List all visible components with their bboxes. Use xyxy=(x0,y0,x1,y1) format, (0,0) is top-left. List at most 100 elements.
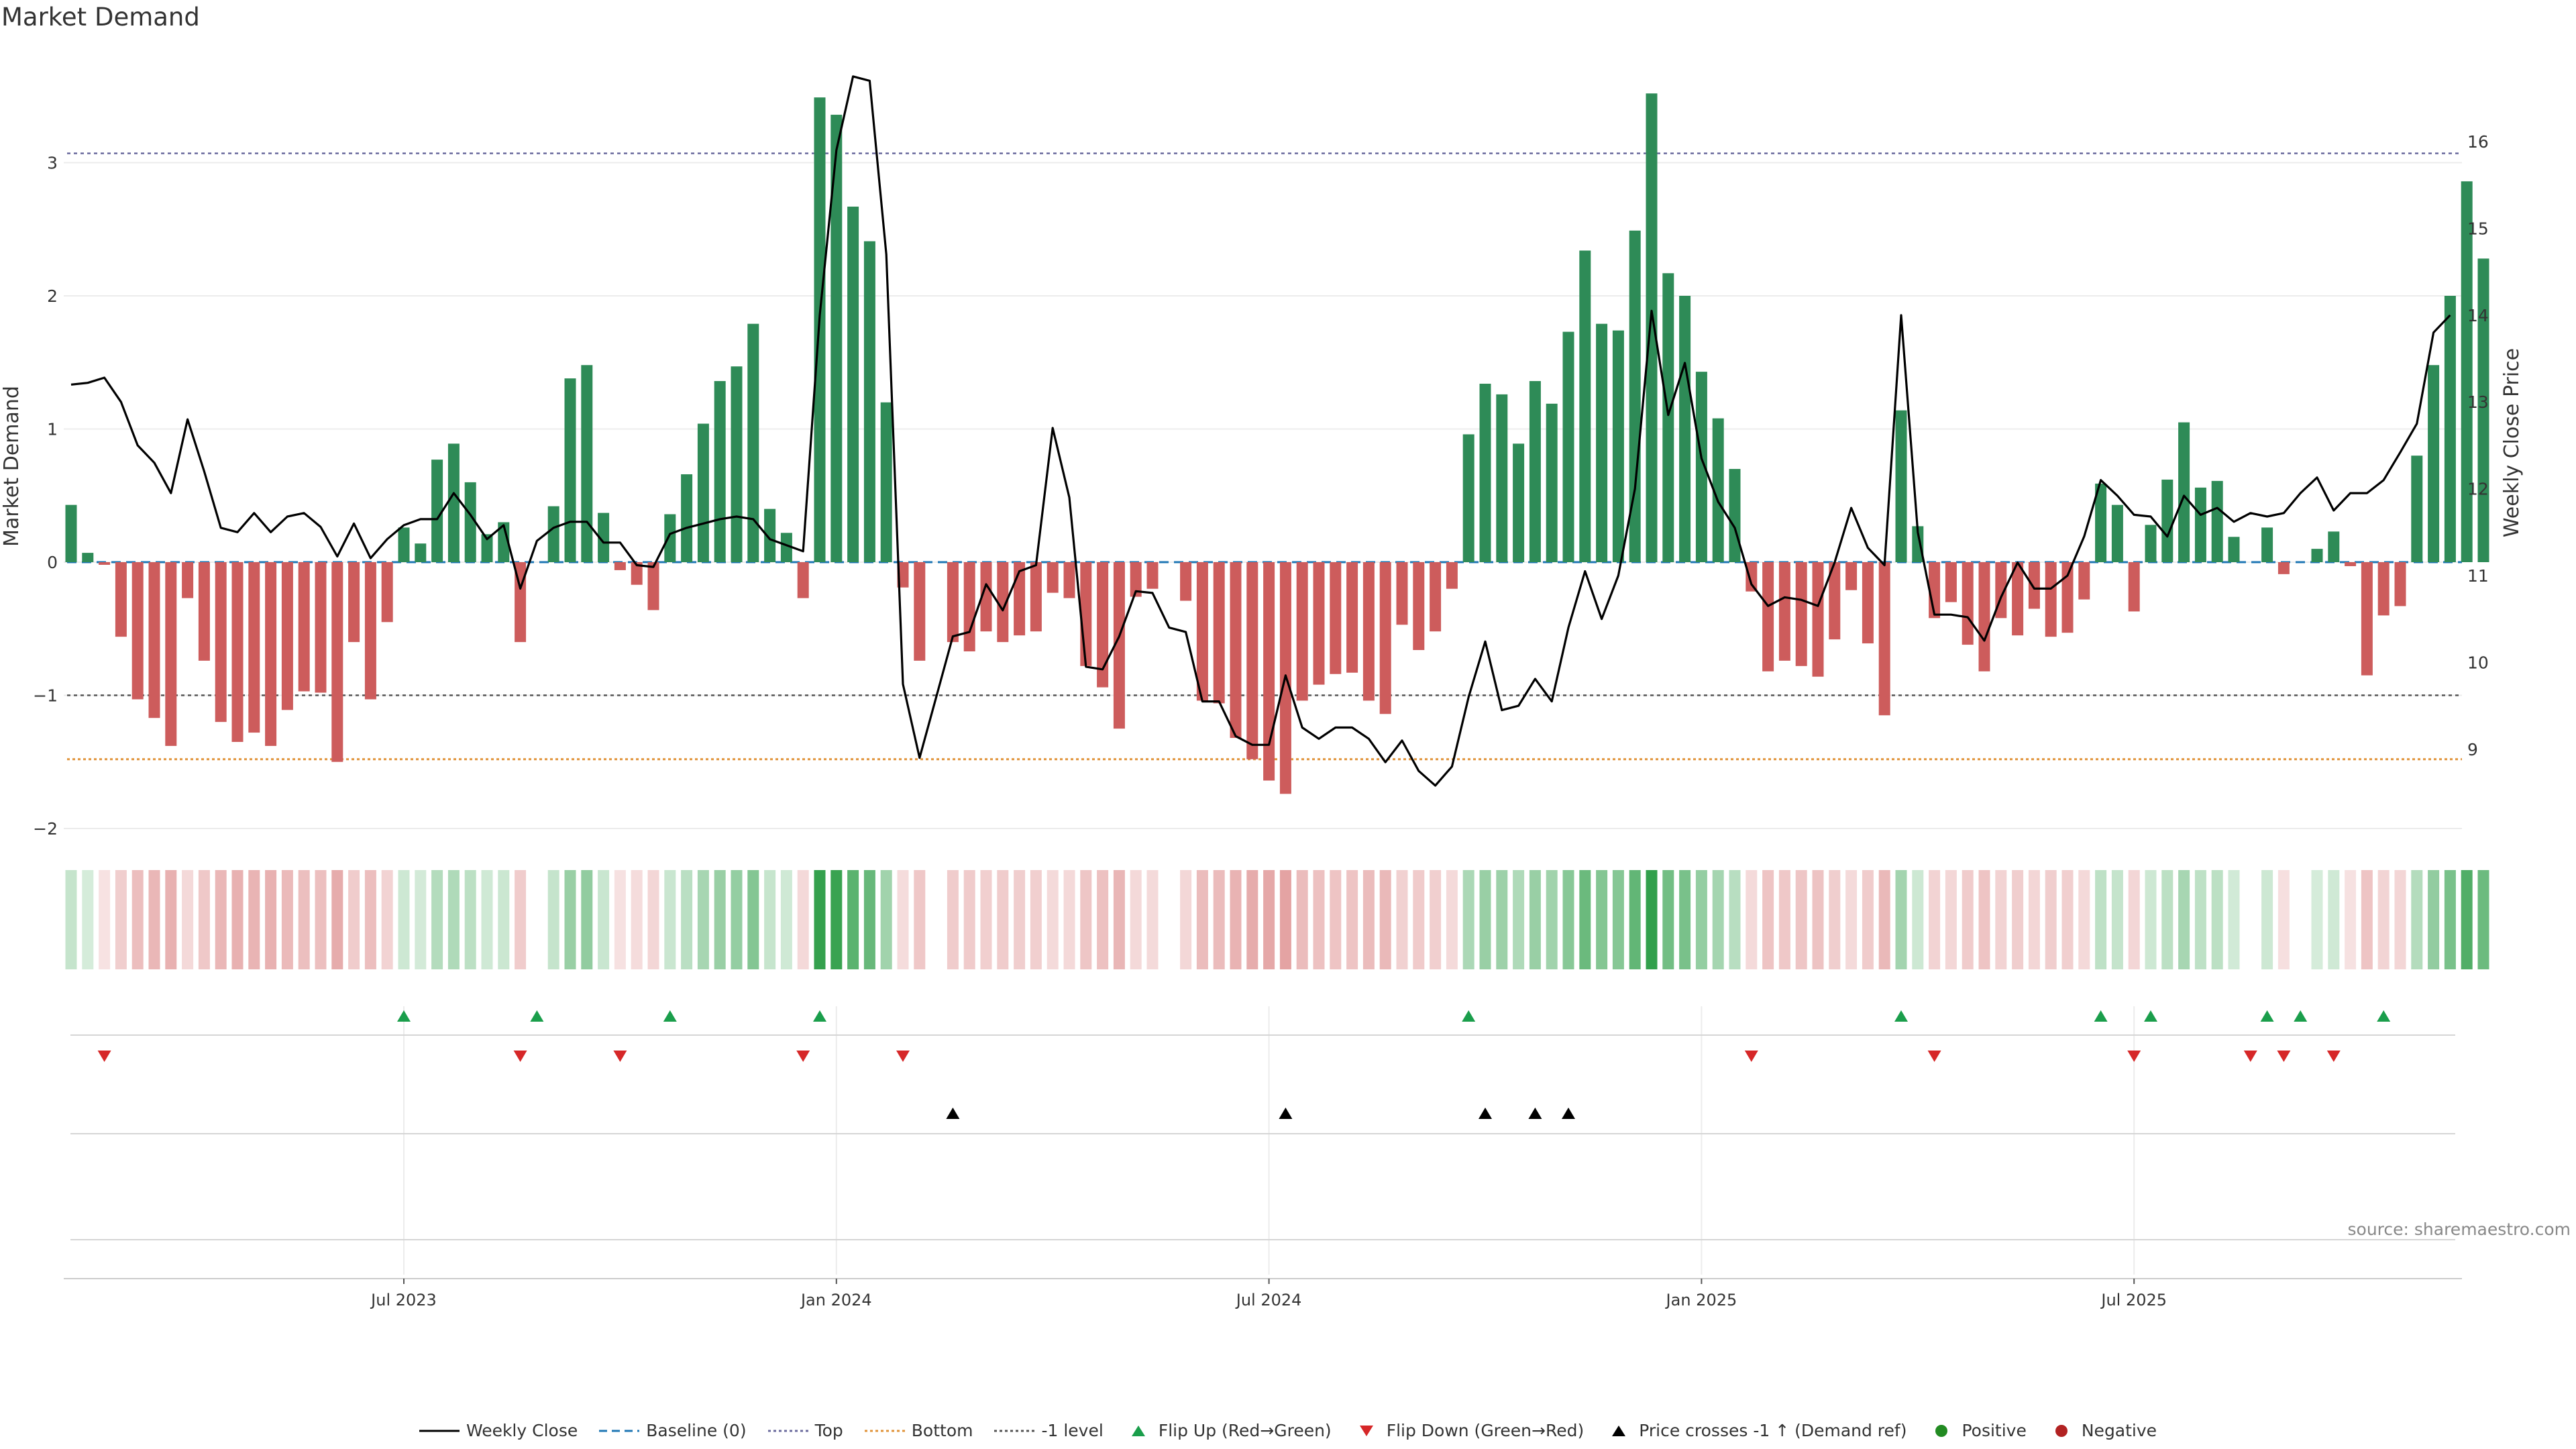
strip-cell xyxy=(631,870,643,969)
x-tick-label: Jul 2024 xyxy=(1235,1291,1302,1309)
strip-cell xyxy=(1396,870,1408,969)
right-tick-label: 13 xyxy=(2467,392,2489,412)
legend-label: Bottom xyxy=(911,1421,973,1440)
legend-symbol xyxy=(419,1430,460,1432)
demand-bar xyxy=(1396,562,1408,625)
flip-up-marker xyxy=(2094,1010,2108,1022)
demand-bar xyxy=(2228,537,2240,562)
strip-cell xyxy=(1496,870,1508,969)
strip-cell xyxy=(1196,870,1208,969)
flip-up-marker xyxy=(397,1010,411,1022)
strip-cell xyxy=(381,870,393,969)
strip-cell xyxy=(830,870,843,969)
strip-cell xyxy=(2128,870,2140,969)
demand-bar xyxy=(364,562,376,700)
demand-bar xyxy=(381,562,393,623)
demand-bar xyxy=(647,562,659,610)
legend-symbol xyxy=(1131,1425,1145,1436)
strip-cell xyxy=(1546,870,1558,969)
strip-cell xyxy=(65,870,77,969)
legend-item: Bottom xyxy=(864,1421,973,1440)
strip-cell xyxy=(1929,870,1941,969)
legend-item: Flip Down (Green→Red) xyxy=(1353,1421,1584,1440)
strip-cell xyxy=(364,870,376,969)
strip-cell xyxy=(1014,870,1026,969)
demand-bar xyxy=(298,562,310,692)
strip-cell xyxy=(348,870,360,969)
strip-cell xyxy=(1845,870,1858,969)
demand-bar xyxy=(1695,372,1707,562)
strip-cell xyxy=(1330,870,1342,969)
demand-bar xyxy=(747,323,759,562)
legend-label: Baseline (0) xyxy=(646,1421,747,1440)
legend-label: Top xyxy=(814,1421,843,1440)
demand-bar xyxy=(2045,562,2057,637)
flip-down-marker xyxy=(2326,1051,2341,1062)
strip-cell xyxy=(1097,870,1109,969)
demand-bar xyxy=(1562,331,1574,562)
flip-down-marker xyxy=(613,1051,627,1062)
strip-cell xyxy=(1829,870,1841,969)
strip-cell xyxy=(731,870,743,969)
strip-cell xyxy=(1113,870,1125,969)
price-cross-marker xyxy=(1528,1108,1542,1119)
demand-bar xyxy=(2028,562,2040,609)
strip-cell xyxy=(1030,870,1042,969)
demand-bar xyxy=(1513,443,1525,562)
strip-cell xyxy=(2045,870,2057,969)
legend-item: Top xyxy=(767,1421,843,1440)
demand-bar xyxy=(2461,181,2473,562)
strip-cell xyxy=(2261,870,2273,969)
strip-cell xyxy=(1629,870,1641,969)
strip-cell xyxy=(2111,870,2123,969)
demand-bar xyxy=(830,115,843,563)
strip-cell xyxy=(2377,870,2390,969)
strip-cell xyxy=(1046,870,1059,969)
demand-bar xyxy=(481,534,493,562)
demand-bar xyxy=(1812,562,1824,677)
demand-bar xyxy=(2012,562,2024,636)
flip-down-marker xyxy=(896,1051,910,1062)
flip-up-marker xyxy=(813,1010,826,1022)
demand-bar xyxy=(564,378,576,562)
strip-cell xyxy=(1579,870,1591,969)
strip-cell xyxy=(131,870,144,969)
strip-cell xyxy=(880,870,892,969)
strip-cell xyxy=(2178,870,2190,969)
legend-label: Flip Up (Red→Green) xyxy=(1158,1421,1332,1440)
strip-cell xyxy=(2411,870,2423,969)
demand-bar xyxy=(182,562,194,598)
demand-bar xyxy=(1662,273,1674,562)
flip-down-marker xyxy=(2277,1051,2291,1062)
strip-cell xyxy=(331,870,343,969)
demand-bar xyxy=(2428,365,2440,562)
demand-bar xyxy=(248,562,260,733)
demand-bar xyxy=(1296,562,1308,701)
strip-cell xyxy=(265,870,277,969)
demand-bar xyxy=(1746,562,1758,592)
strip-cell xyxy=(2477,870,2489,969)
price-cross-marker xyxy=(1279,1108,1293,1119)
demand-bar xyxy=(797,562,809,598)
flip-down-marker xyxy=(2127,1051,2141,1062)
left-tick-label: −1 xyxy=(33,686,58,706)
strip-cell xyxy=(1662,870,1674,969)
demand-bar xyxy=(2178,422,2190,562)
strip-cell xyxy=(1962,870,1974,969)
strip-cell xyxy=(2028,870,2040,969)
demand-bar xyxy=(897,562,909,588)
demand-bar xyxy=(2161,479,2174,562)
strip-cell xyxy=(2444,870,2456,969)
demand-bar xyxy=(1446,562,1458,589)
demand-bar xyxy=(1046,562,1059,593)
strip-cell xyxy=(564,870,576,969)
demand-bar xyxy=(1413,562,1425,651)
strip-cell xyxy=(447,870,460,969)
strip-cell xyxy=(1529,870,1541,969)
demand-bar xyxy=(115,562,127,637)
strip-cell xyxy=(2145,870,2157,969)
demand-bar xyxy=(681,474,693,562)
strip-cell xyxy=(298,870,310,969)
legend-item: Negative xyxy=(2048,1421,2157,1440)
strip-cell xyxy=(165,870,177,969)
